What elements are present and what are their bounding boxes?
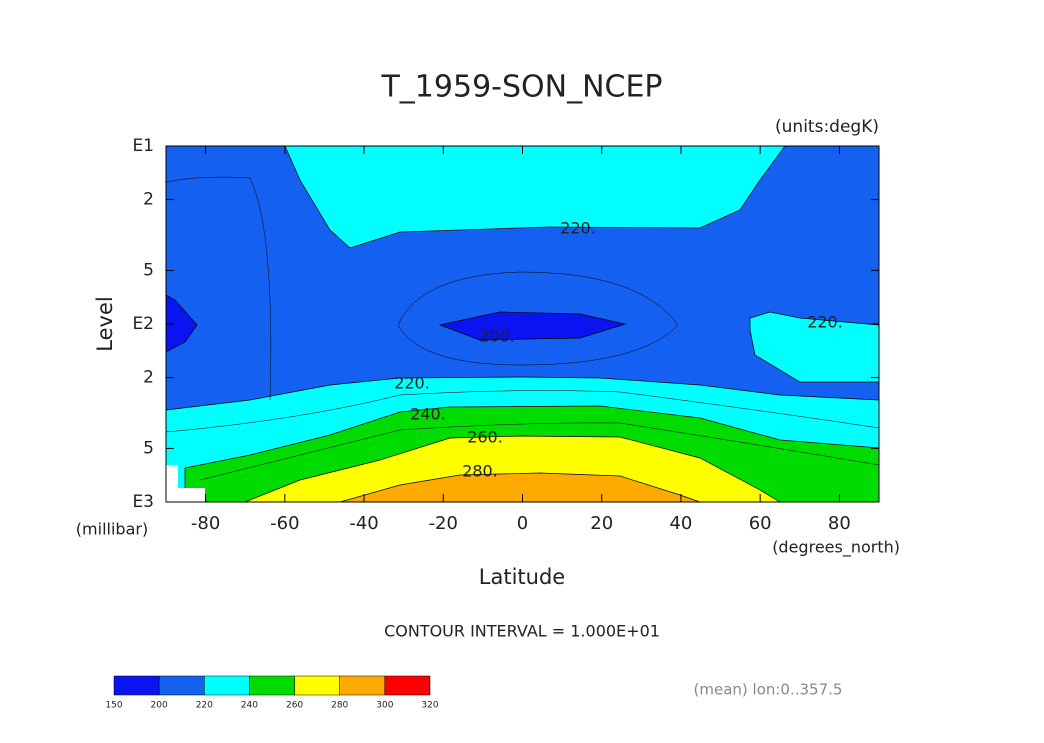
contour-line bbox=[397, 271, 679, 366]
x-label: Latitude bbox=[479, 565, 565, 589]
x-tick-label: 40 bbox=[669, 513, 692, 534]
colorbar-label: 300 bbox=[376, 701, 393, 711]
colorbar-swatch bbox=[204, 675, 250, 696]
x-tick-label: 20 bbox=[590, 513, 613, 534]
colorbar-swatch bbox=[113, 675, 160, 696]
contour-line bbox=[165, 176, 272, 401]
contour-region bbox=[339, 472, 701, 503]
y-units: (millibar) bbox=[76, 520, 148, 539]
x-units: (degrees_north) bbox=[772, 538, 900, 558]
y-tick-label: E3 bbox=[132, 492, 154, 512]
contour-label: 220. bbox=[807, 313, 843, 332]
contour-line bbox=[165, 390, 880, 433]
colorbar-label: 240 bbox=[241, 701, 258, 711]
plot-area bbox=[165, 145, 880, 503]
y-tick-label: E1 bbox=[132, 136, 154, 156]
x-tick-label: -20 bbox=[429, 513, 458, 534]
y-tick-label: 5 bbox=[143, 260, 154, 280]
colorbar-label: 320 bbox=[421, 701, 438, 711]
y-tick-label: E2 bbox=[132, 314, 154, 334]
x-tick-label: -80 bbox=[191, 513, 220, 534]
x-tick-label: 60 bbox=[749, 513, 772, 534]
x-tick-label: 80 bbox=[828, 513, 851, 534]
contour-interval: CONTOUR INTERVAL = 1.000E+01 bbox=[384, 622, 660, 641]
contour-label: 280. bbox=[462, 462, 498, 481]
contour-label: 240. bbox=[410, 405, 446, 424]
colorbar-label: 150 bbox=[105, 701, 122, 711]
contour-label: 220. bbox=[560, 219, 596, 238]
colorbar-swatch bbox=[158, 675, 205, 696]
colorbar-swatch bbox=[294, 675, 340, 696]
chart-title: T_1959-SON_NCEP bbox=[380, 70, 662, 105]
x-tick-label: -40 bbox=[349, 513, 378, 534]
contour-label: 260. bbox=[467, 428, 503, 447]
colorbar-label: 280 bbox=[331, 701, 348, 711]
y-tick-label: 2 bbox=[143, 368, 154, 388]
colorbar-swatch bbox=[339, 675, 386, 696]
contour-line bbox=[199, 422, 880, 481]
y-tick-label: 5 bbox=[143, 438, 154, 458]
colorbar-swatch bbox=[249, 675, 295, 696]
colorbar-label: 200 bbox=[151, 701, 168, 711]
colorbar-label: 220 bbox=[196, 701, 213, 711]
units: (units:degK) bbox=[775, 117, 879, 137]
contour-label: 200. bbox=[479, 327, 515, 346]
x-tick-label: 0 bbox=[517, 513, 528, 534]
note: (mean) lon:0..357.5 bbox=[694, 681, 843, 699]
contour-region bbox=[284, 145, 786, 249]
colorbar-swatch bbox=[384, 675, 431, 696]
colorbar-label: 260 bbox=[286, 701, 303, 711]
missing-area bbox=[166, 465, 205, 502]
y-tick-label: 2 bbox=[143, 190, 154, 210]
y-label: Level bbox=[93, 296, 117, 351]
x-tick-label: -60 bbox=[270, 513, 299, 534]
contour-region bbox=[438, 311, 627, 341]
contour-label: 220. bbox=[394, 374, 430, 393]
